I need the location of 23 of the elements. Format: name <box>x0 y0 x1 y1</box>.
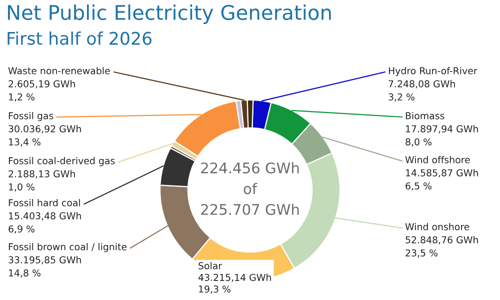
slice-label: Waste non-renewable <box>8 67 110 74</box>
text: 224.456 GWh of 225.707 GWh <box>201 162 299 215</box>
data-label: 30.036,92 GWh 13,4 % <box>8 125 81 146</box>
data-label: 33.195,85 GWh 14,8 % <box>8 256 81 278</box>
data-label: 7.248,08 GWh 3,2 % <box>388 80 455 102</box>
data-label: 43.215,14 GWh 19,3 % <box>198 274 271 294</box>
data-label: 15.403,48 GWh 6,9 % <box>8 212 81 234</box>
chart-subtitle: First half of 2026 <box>8 32 152 45</box>
slice-label: Fossil brown coal / lignite <box>8 243 127 252</box>
slice-label: Wind onshore <box>405 223 470 230</box>
data-label: 17.897,94 GWh 8,0 % <box>406 125 478 146</box>
slice-label: Hydro Run-of-River <box>388 67 478 76</box>
slice-label: Fossil gas <box>8 112 54 122</box>
slice-label: Biomass <box>406 112 444 120</box>
data-label: 14.585,87 GWh 6,5 % <box>406 169 478 190</box>
data-label: 52.848,76 GWh 23,5 % <box>406 236 478 258</box>
chart-title: Net Public Electricity Generation <box>8 4 331 24</box>
data-label: 2.188,13 GWh 1,0 % <box>8 170 75 192</box>
data-label: 2.605,19 GWh 1,2 % <box>8 80 75 102</box>
slice-label: Wind offshore <box>405 156 470 164</box>
slice-label: Fossil hard coal <box>8 199 80 206</box>
slice-label: Solar <box>198 262 222 270</box>
slice-label: Fossil coal-derived gas <box>8 157 115 166</box>
